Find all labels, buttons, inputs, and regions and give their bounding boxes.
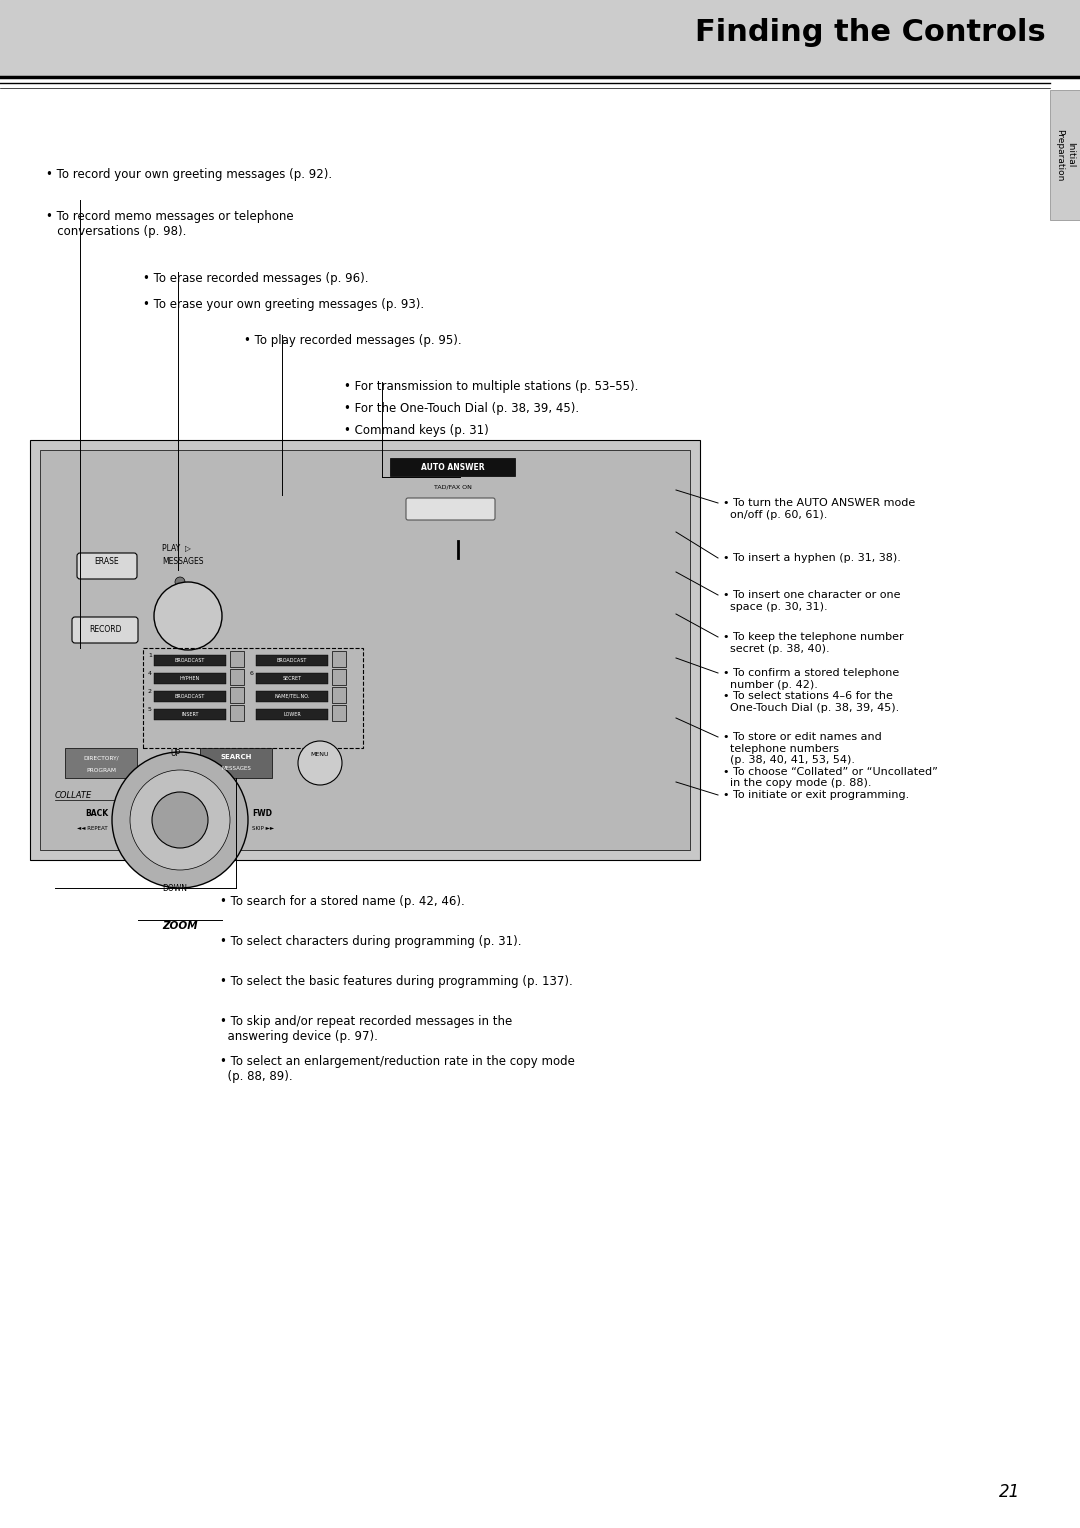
Bar bbox=[1050, 90, 1080, 220]
Text: 5: 5 bbox=[148, 707, 152, 712]
Text: BROADCAST: BROADCAST bbox=[175, 694, 205, 698]
Text: • To initiate or exit programming.: • To initiate or exit programming. bbox=[723, 790, 909, 801]
Circle shape bbox=[152, 792, 208, 848]
Circle shape bbox=[298, 741, 342, 785]
Text: NAME/TEL.NO.: NAME/TEL.NO. bbox=[274, 694, 310, 698]
Text: LOWER: LOWER bbox=[283, 712, 301, 717]
Text: • To confirm a stored telephone
  number (p. 42).
• To select stations 4–6 for t: • To confirm a stored telephone number (… bbox=[723, 668, 900, 712]
Bar bbox=[230, 688, 244, 703]
Text: Initial
Preparation: Initial Preparation bbox=[1055, 128, 1075, 182]
Text: • For the One-Touch Dial (p. 38, 39, 45).: • For the One-Touch Dial (p. 38, 39, 45)… bbox=[345, 402, 579, 416]
Bar bbox=[65, 749, 137, 778]
Text: ◄◄ REPEAT: ◄◄ REPEAT bbox=[78, 825, 108, 831]
Bar bbox=[256, 691, 328, 701]
Text: • To skip and/or repeat recorded messages in the
  answering device (p. 97).: • To skip and/or repeat recorded message… bbox=[220, 1015, 512, 1044]
Circle shape bbox=[154, 582, 222, 649]
FancyBboxPatch shape bbox=[72, 617, 138, 643]
Text: • To play recorded messages (p. 95).: • To play recorded messages (p. 95). bbox=[244, 335, 461, 347]
Text: 21: 21 bbox=[999, 1484, 1021, 1500]
Bar bbox=[332, 651, 346, 668]
Bar bbox=[154, 672, 226, 685]
Bar bbox=[230, 669, 244, 685]
Text: 6: 6 bbox=[249, 671, 254, 675]
Text: INSERT: INSERT bbox=[181, 712, 199, 717]
Text: ERASE: ERASE bbox=[95, 558, 119, 567]
Text: DIRECTORY/: DIRECTORY/ bbox=[83, 755, 119, 761]
Text: 1: 1 bbox=[148, 652, 152, 659]
Text: PROGRAM: PROGRAM bbox=[86, 767, 116, 773]
Text: MESSAGES: MESSAGES bbox=[162, 558, 203, 567]
Text: • To record memo messages or telephone
   conversations (p. 98).: • To record memo messages or telephone c… bbox=[46, 209, 294, 238]
Text: • To record your own greeting messages (p. 92).: • To record your own greeting messages (… bbox=[46, 168, 333, 180]
FancyBboxPatch shape bbox=[77, 553, 137, 579]
Text: BACK: BACK bbox=[85, 810, 108, 819]
Text: 4: 4 bbox=[148, 671, 152, 675]
Text: • To store or edit names and
  telephone numbers
  (p. 38, 40, 41, 53, 54).
• To: • To store or edit names and telephone n… bbox=[723, 732, 937, 788]
Bar bbox=[230, 651, 244, 668]
Text: • To keep the telephone number
  secret (p. 38, 40).: • To keep the telephone number secret (p… bbox=[723, 633, 904, 654]
Bar bbox=[154, 709, 226, 720]
Text: COLLATE: COLLATE bbox=[55, 790, 92, 799]
Text: • To insert one character or one
  space (p. 30, 31).: • To insert one character or one space (… bbox=[723, 590, 901, 611]
Text: • To turn the AUTO ANSWER mode
  on/off (p. 60, 61).: • To turn the AUTO ANSWER mode on/off (p… bbox=[723, 498, 915, 520]
Bar bbox=[256, 709, 328, 720]
Text: RECORD: RECORD bbox=[89, 625, 121, 634]
Text: SECRET: SECRET bbox=[283, 675, 301, 681]
Text: • To select the basic features during programming (p. 137).: • To select the basic features during pr… bbox=[220, 975, 572, 989]
Bar bbox=[230, 704, 244, 721]
Bar bbox=[143, 648, 363, 749]
Circle shape bbox=[112, 752, 248, 888]
Text: • To erase your own greeting messages (p. 93).: • To erase your own greeting messages (p… bbox=[143, 298, 424, 312]
Text: SKIP ►►: SKIP ►► bbox=[252, 825, 274, 831]
Text: • For transmission to multiple stations (p. 53–55).: • For transmission to multiple stations … bbox=[345, 380, 638, 393]
Text: BROADCAST: BROADCAST bbox=[175, 659, 205, 663]
Text: • To search for a stored name (p. 42, 46).: • To search for a stored name (p. 42, 46… bbox=[220, 895, 464, 908]
Text: HYPHEN: HYPHEN bbox=[180, 675, 200, 681]
Text: • Command keys (p. 31): • Command keys (p. 31) bbox=[345, 423, 489, 437]
Text: PLAY  ▷: PLAY ▷ bbox=[162, 544, 191, 553]
Bar bbox=[390, 458, 515, 477]
Bar bbox=[200, 749, 272, 778]
Text: BROADCAST: BROADCAST bbox=[276, 659, 307, 663]
Circle shape bbox=[175, 578, 185, 587]
Text: • To select characters during programming (p. 31).: • To select characters during programmin… bbox=[220, 935, 522, 947]
Bar bbox=[332, 669, 346, 685]
Text: 2: 2 bbox=[148, 689, 152, 694]
Text: MESSAGES: MESSAGES bbox=[221, 767, 251, 772]
Bar bbox=[30, 440, 700, 860]
Text: SEARCH: SEARCH bbox=[220, 753, 252, 759]
Bar bbox=[256, 672, 328, 685]
Text: UP: UP bbox=[170, 749, 180, 758]
Bar bbox=[332, 688, 346, 703]
Text: Finding the Controls: Finding the Controls bbox=[694, 18, 1045, 47]
Text: ZOOM: ZOOM bbox=[162, 921, 198, 931]
Circle shape bbox=[130, 770, 230, 869]
Text: • To select an enlargement/reduction rate in the copy mode
  (p. 88, 89).: • To select an enlargement/reduction rat… bbox=[220, 1054, 575, 1083]
Bar bbox=[256, 656, 328, 666]
Bar bbox=[40, 451, 690, 850]
Text: TAD/FAX ON: TAD/FAX ON bbox=[433, 484, 472, 489]
Bar bbox=[154, 691, 226, 701]
Bar bbox=[0, 0, 1080, 75]
Bar bbox=[154, 656, 226, 666]
FancyBboxPatch shape bbox=[406, 498, 495, 520]
Text: MENU: MENU bbox=[311, 752, 329, 756]
Text: • To erase recorded messages (p. 96).: • To erase recorded messages (p. 96). bbox=[143, 272, 368, 286]
Text: • To insert a hyphen (p. 31, 38).: • To insert a hyphen (p. 31, 38). bbox=[723, 553, 901, 562]
Bar bbox=[332, 704, 346, 721]
Text: DOWN: DOWN bbox=[162, 885, 188, 892]
Text: AUTO ANSWER: AUTO ANSWER bbox=[421, 463, 484, 472]
Text: FWD: FWD bbox=[252, 810, 272, 819]
